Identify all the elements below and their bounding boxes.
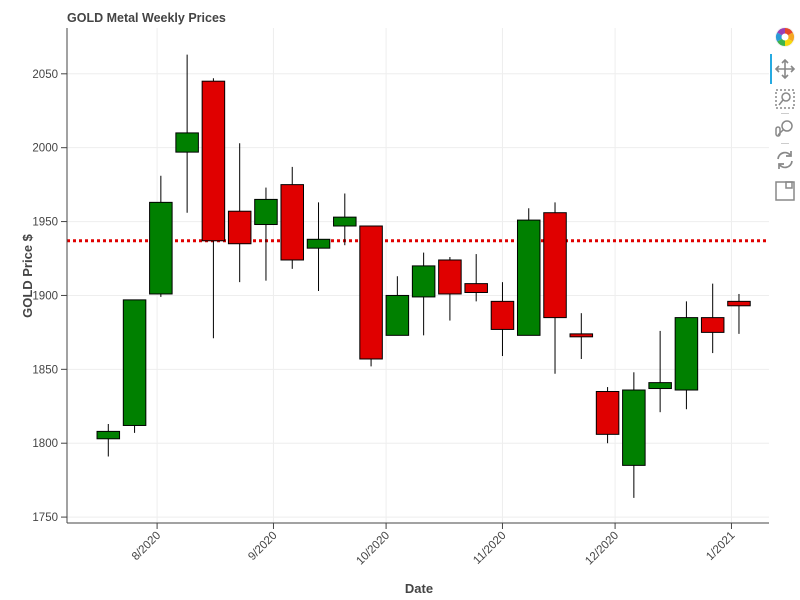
candle-body-down xyxy=(595,390,620,435)
y-tick-label: 1750 xyxy=(32,512,58,524)
x-tick-label: 9/2020 xyxy=(246,530,279,563)
candle-body-up xyxy=(674,317,699,391)
toolbar-separator xyxy=(781,113,789,114)
x-tick-label: 12/2020 xyxy=(583,530,621,568)
active-tool-indicator xyxy=(770,54,772,84)
y-tick-label: 2000 xyxy=(32,143,58,155)
box-zoom-tool-icon[interactable] xyxy=(774,88,796,110)
candle-body-down xyxy=(700,317,725,333)
candle-body-down xyxy=(464,283,488,293)
x-tick-label: 10/2020 xyxy=(354,530,392,568)
y-tick-label: 1900 xyxy=(32,290,58,302)
x-tick-label: 1/2021 xyxy=(704,530,737,563)
x-tick-label: 8/2020 xyxy=(130,530,163,563)
candle-body-down xyxy=(438,259,462,295)
y-tick-label: 1850 xyxy=(32,364,58,376)
y-axis-label: GOLD Price $ xyxy=(20,233,35,318)
candle-body-down xyxy=(727,300,751,307)
candle-body-down xyxy=(201,80,226,242)
candle-body-up xyxy=(385,294,410,336)
candle-body-down xyxy=(490,300,515,330)
candle-body-up xyxy=(333,216,357,227)
bokeh-logo-icon[interactable] xyxy=(774,26,796,48)
chart-title: GOLD Metal Weekly Prices xyxy=(67,11,226,25)
candle-body-down xyxy=(359,225,383,360)
x-axis-label: Date xyxy=(405,581,433,596)
chart-toolbar xyxy=(770,22,800,212)
candle-body-down xyxy=(227,210,252,245)
y-tick-label: 1950 xyxy=(32,217,58,229)
pan-tool-icon[interactable] xyxy=(774,58,796,80)
y-axis-ticks: 1750 1800 1850 1900 1950 2000 2050 xyxy=(32,69,67,524)
candle-body-up xyxy=(96,430,121,440)
candle-body-up xyxy=(122,299,147,426)
axes xyxy=(66,28,769,524)
candle-body-up xyxy=(516,219,541,336)
candle-body-down xyxy=(543,212,567,319)
y-tick-label: 1800 xyxy=(32,438,58,450)
reset-tool-icon[interactable] xyxy=(774,149,796,171)
toolbar-separator xyxy=(781,143,789,144)
candles xyxy=(96,54,751,498)
save-tool-icon[interactable] xyxy=(774,180,796,202)
candle-body-down xyxy=(569,333,594,338)
y-tick-label: 2050 xyxy=(32,69,58,81)
candle-body-up xyxy=(648,382,672,390)
candle-body-down xyxy=(280,184,305,261)
candle-body-up xyxy=(149,201,173,295)
candle-body-up xyxy=(254,198,278,226)
candle-body-up xyxy=(175,132,199,153)
candle-body-up xyxy=(411,265,436,298)
candle-body-up xyxy=(306,238,331,249)
x-tick-label: 11/2020 xyxy=(471,530,508,567)
x-axis-ticks: 8/2020 9/2020 10/2020 11/2020 12/2020 1/2021 xyxy=(130,523,738,568)
candle-body-up xyxy=(622,389,646,466)
wheel-zoom-tool-icon[interactable] xyxy=(774,118,796,140)
